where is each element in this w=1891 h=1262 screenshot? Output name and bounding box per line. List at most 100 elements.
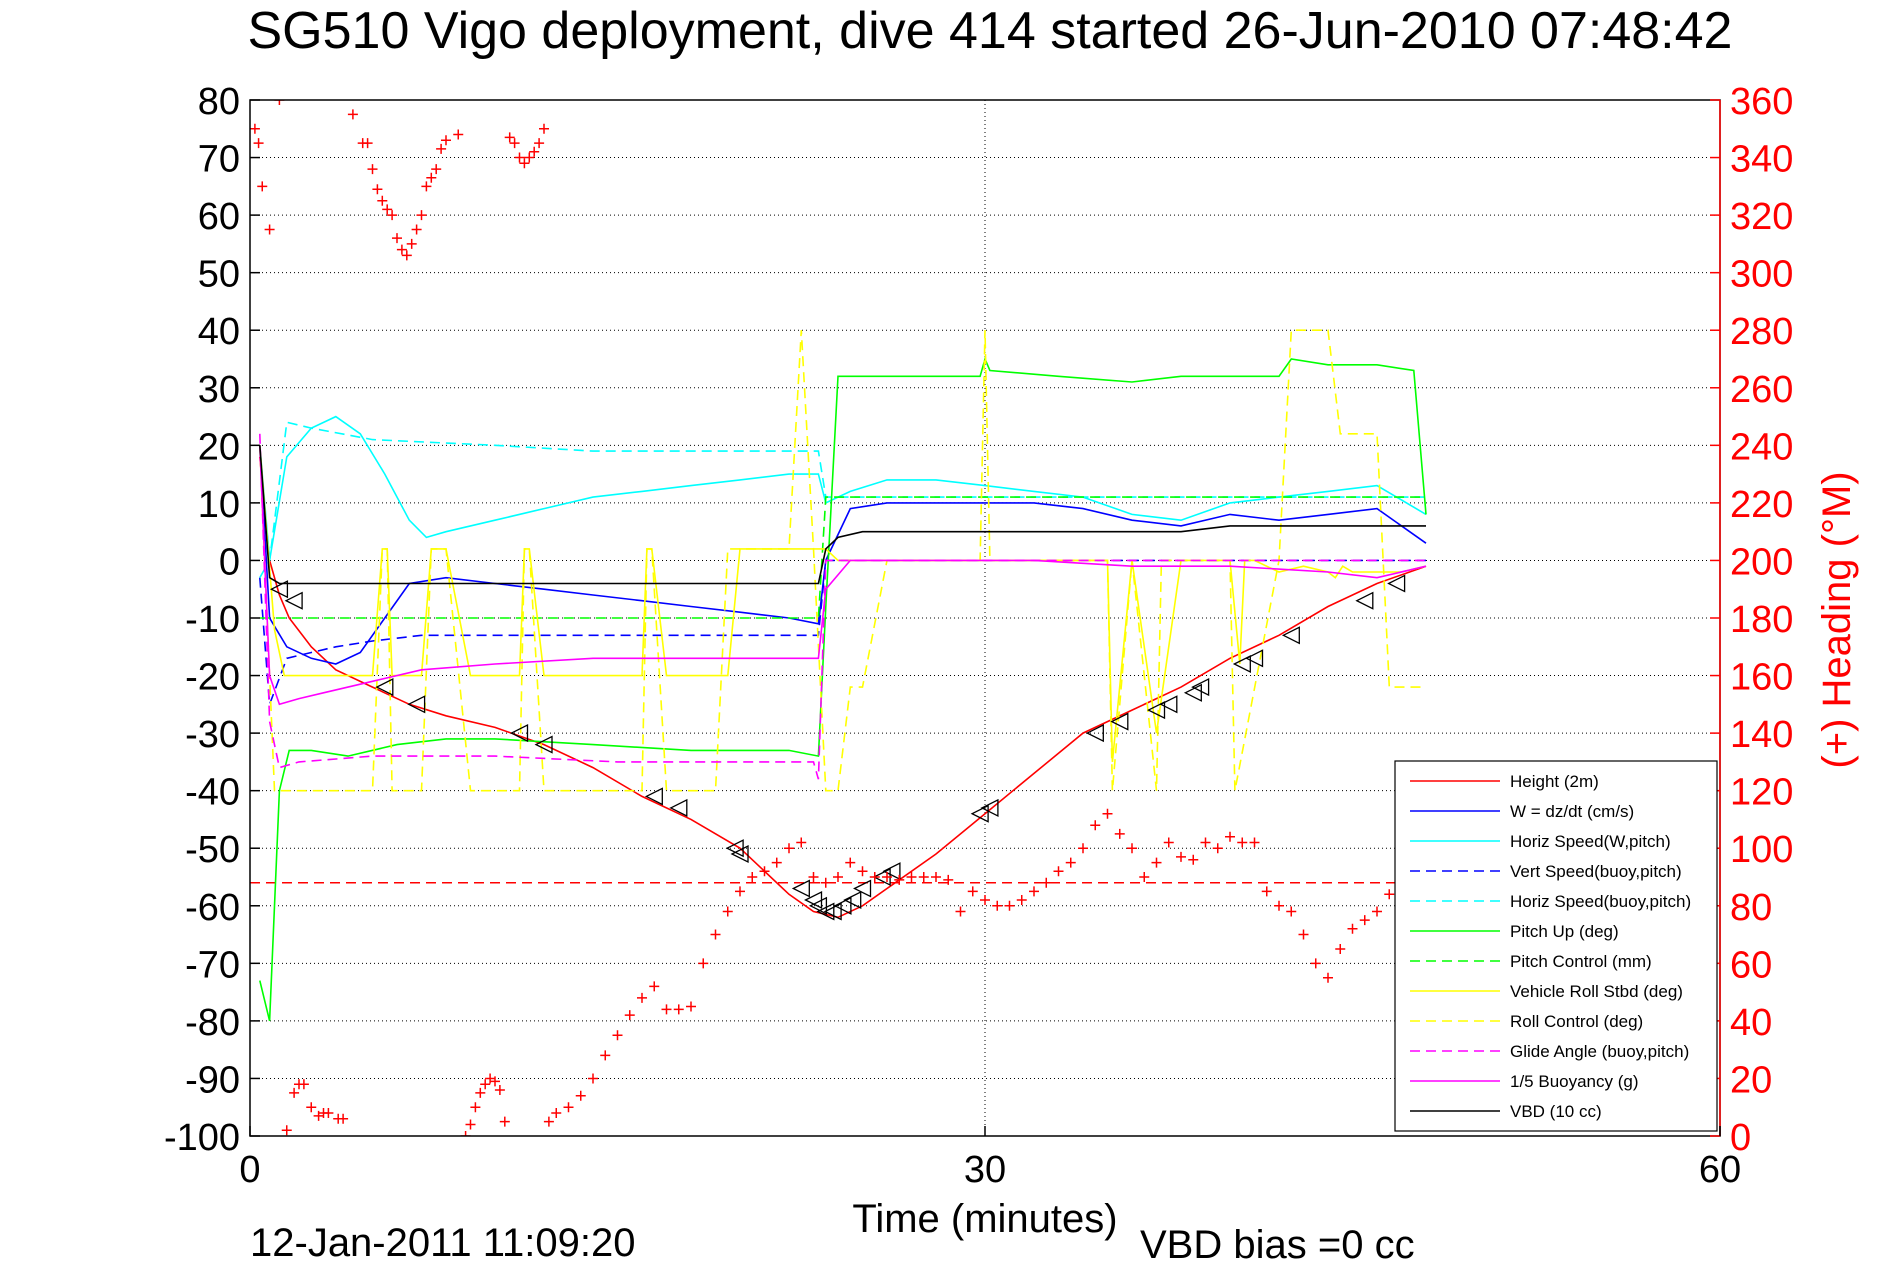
heading-point-9 (306, 1102, 317, 1113)
vbd-bias-footer: VBD bias =0 cc (1140, 1223, 1415, 1262)
x-axis: 0 30 60 (239, 1126, 1741, 1191)
right-tick-label-17: 20 (1730, 1059, 1772, 1101)
height-marker-29 (1245, 649, 1264, 668)
heading-point-62 (661, 1004, 672, 1015)
heading-point-56 (588, 1073, 598, 1084)
heading-point-32 (436, 143, 447, 154)
heading-point-38 (475, 1087, 486, 1098)
heading-point-2 (257, 181, 268, 192)
heading-point-97 (1090, 820, 1101, 831)
heading-point-98 (1102, 808, 1113, 819)
heading-point-15 (347, 109, 358, 120)
heading-point-67 (722, 906, 733, 917)
height-marker-1 (284, 591, 303, 610)
heading-point-112 (1274, 900, 1284, 911)
height-marker-24 (1147, 701, 1166, 720)
right-tick-label-0: 360 (1730, 81, 1793, 123)
heading-point-114 (1298, 929, 1309, 940)
heading-point-23 (392, 233, 402, 244)
height-marker-30 (1281, 626, 1300, 645)
heading-point-36 (465, 1119, 476, 1130)
heading-point-57 (600, 1050, 611, 1061)
height-marker-25 (1159, 695, 1178, 714)
right-tick-label-9: 180 (1730, 599, 1793, 641)
series-line-11 (259, 445, 1426, 585)
heading-point-105 (1188, 854, 1199, 865)
heading-point-63 (673, 1004, 684, 1015)
heading-point-1 (253, 138, 264, 149)
height-marker-23 (1110, 712, 1129, 731)
right-tick-label-12: 120 (1730, 772, 1793, 814)
right-tick-label-10: 160 (1730, 657, 1793, 699)
heading-point-25 (401, 250, 412, 261)
height-marker-11 (804, 890, 823, 910)
heading-point-91 (1016, 895, 1027, 906)
legend-label-9: Glide Angle (buoy,pitch) (1510, 1042, 1689, 1061)
heading-point-74 (808, 872, 819, 882)
heading-point-6 (289, 1087, 300, 1098)
heading-point-104 (1176, 851, 1186, 862)
heading-point-24 (396, 244, 407, 255)
heading-point-28 (416, 210, 427, 221)
right-tick-label-16: 40 (1730, 1002, 1772, 1044)
left-tick-label-18: -100 (164, 1117, 240, 1159)
heading-point-86 (955, 906, 966, 917)
heading-point-109 (1237, 837, 1248, 848)
left-tick-label-13: -50 (185, 829, 240, 871)
heading-point-66 (710, 929, 721, 940)
right-tick-label-11: 140 (1730, 714, 1793, 756)
right-tick-label-8: 200 (1730, 541, 1793, 583)
legend: Height (2m) W = dz/dt (cm/s) Horiz Speed(W… (1394, 760, 1718, 1132)
height-marker-14 (823, 902, 842, 921)
series-line-2 (259, 415, 1427, 561)
heading-point-120 (1372, 906, 1382, 917)
height-marker-12 (808, 896, 828, 915)
legend-label-0: Height (2m) (1510, 772, 1599, 791)
heading-point-87 (967, 886, 978, 897)
heading-point-94 (1053, 866, 1064, 877)
heading-point-69 (747, 872, 758, 882)
left-tick-label-16: -80 (185, 1002, 240, 1044)
heading-point-59 (624, 1010, 635, 1021)
heading-point-65 (698, 958, 709, 969)
heading-point-100 (1127, 843, 1137, 854)
height-marker-7 (669, 798, 688, 817)
heading-point-50 (534, 138, 545, 149)
left-tick-label-14: -60 (185, 887, 240, 929)
heading-point-18 (367, 164, 378, 175)
heading-point-44 (504, 132, 515, 143)
height-marker-21 (980, 798, 999, 817)
heading-point-3 (264, 224, 275, 235)
heading-point-33 (441, 135, 451, 146)
right-tick-label-5: 260 (1730, 369, 1793, 411)
right-axis: 3603403203002802602402202001801601401201… (1710, 81, 1793, 1159)
series-line-10 (259, 445, 1427, 706)
heading-point-17 (362, 138, 373, 149)
heading-point-35 (460, 1131, 471, 1136)
series-line-0 (259, 456, 1427, 919)
heading-point-81 (894, 874, 905, 885)
legend-label-11: VBD (10 cc) (1510, 1102, 1602, 1121)
heading-point-4 (274, 100, 285, 105)
heading-point-8 (298, 1079, 309, 1090)
heading-point-96 (1078, 843, 1088, 854)
series-line-3 (259, 559, 1426, 705)
heading-point-47 (519, 158, 530, 169)
legend-label-7: Vehicle Roll Stbd (deg) (1510, 982, 1683, 1001)
left-tick-label-5: 30 (198, 369, 240, 411)
heading-point-106 (1200, 837, 1211, 848)
heading-point-27 (411, 224, 422, 235)
heading-point-113 (1286, 906, 1297, 917)
heading-point-20 (377, 195, 388, 206)
timestamp-footer: 12-Jan-2011 11:09:20 (250, 1221, 636, 1262)
heading-point-31 (431, 164, 442, 175)
right-tick-label-14: 80 (1730, 887, 1772, 929)
heading-point-14 (338, 1113, 349, 1124)
height-marker-13 (816, 902, 835, 921)
series-line-6 (259, 496, 1426, 619)
left-tick-label-11: -30 (185, 714, 240, 756)
heading-point-111 (1261, 886, 1272, 897)
height-marker-17 (853, 879, 872, 898)
heading-point-84 (931, 872, 941, 882)
